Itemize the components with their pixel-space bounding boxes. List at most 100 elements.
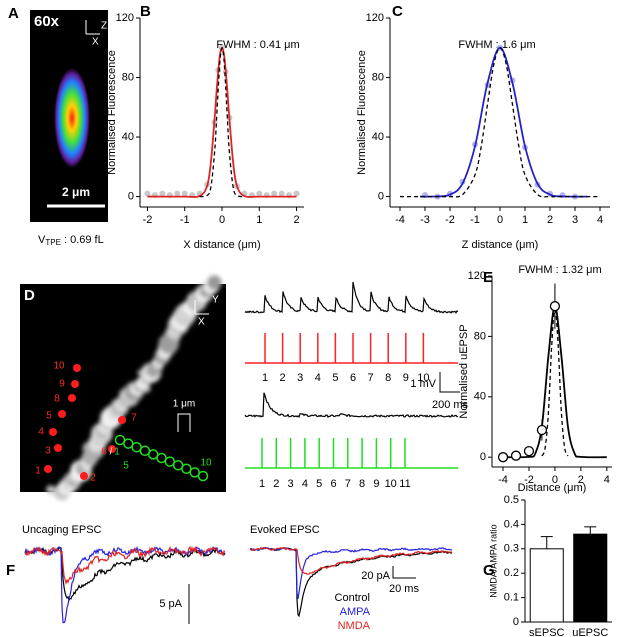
distance-bracket: [177, 413, 191, 432]
pulse-label: 7: [345, 478, 351, 490]
red-site-label: 1: [35, 466, 41, 477]
red-site-label: 8: [54, 394, 60, 405]
x-axis-label: X distance (μm): [183, 239, 260, 251]
annotation: FWHM : 0.41 μm: [216, 39, 299, 51]
epsc-trace: [249, 546, 452, 575]
psf-spot: [54, 68, 90, 168]
x-tick-label: 3: [572, 214, 578, 226]
pulse-label: 11: [399, 478, 410, 490]
data-point: [510, 450, 522, 461]
data-point: [536, 424, 548, 436]
y-tick-label: 40: [122, 131, 134, 143]
data-point: [293, 190, 300, 197]
trace-title: Evoked EPSC: [250, 524, 320, 536]
x-tick-label: 2: [578, 474, 584, 486]
pulse-label: 5: [332, 372, 338, 384]
bar: [573, 533, 608, 623]
pulse-label: 8: [359, 478, 365, 490]
x-tick-label: 0: [552, 474, 558, 486]
trace: [244, 392, 459, 419]
dendrite-blob: [207, 275, 222, 290]
red-site: [68, 394, 76, 402]
y-tick-label: 80: [122, 71, 134, 83]
axis-arrows: [194, 300, 209, 315]
red-site-label: 5: [46, 411, 52, 422]
red-site-label: 3: [45, 446, 51, 457]
data-point: [549, 301, 561, 312]
y-tick-label: 120: [468, 270, 486, 282]
red-site: [71, 380, 79, 388]
axis-arrows: [85, 20, 100, 35]
red-site: [73, 364, 81, 372]
x-tick-label: 4: [604, 474, 610, 486]
volume-value: : 0.69 fL: [61, 234, 104, 246]
green-site-label: 1: [114, 447, 120, 458]
red-site-label: 10: [53, 361, 65, 372]
x-tick-label: -1: [180, 214, 190, 226]
data-point: [523, 445, 535, 457]
spine: [137, 369, 144, 376]
axis-x: X: [198, 317, 205, 328]
pulse-label: 2: [280, 372, 286, 384]
x-axis-label: Distance (μm): [518, 482, 587, 494]
data-point: [181, 190, 188, 197]
pulse-label: 9: [403, 372, 409, 384]
y-tick-label: 0: [513, 616, 519, 628]
trace: [244, 281, 459, 314]
y-tick-label: 80: [474, 330, 486, 342]
panel-label: A: [8, 5, 19, 22]
legend-entry: NMDA: [338, 620, 371, 632]
y-tick-label: 120: [366, 12, 384, 24]
pulse-label: 3: [297, 372, 303, 384]
scale-bar-label: 2 μm: [62, 185, 90, 199]
green-site-label: 10: [200, 458, 212, 469]
scale-bar: [439, 372, 460, 393]
x-tick-label: -2: [524, 474, 534, 486]
y-tick-label: 0.2: [504, 567, 519, 579]
fit-curve: [419, 46, 588, 198]
y-tick-label: 0.5: [504, 494, 519, 506]
x-tick-label: uEPSC: [572, 627, 608, 637]
data-point: [144, 190, 151, 197]
red-site: [54, 444, 62, 452]
legend-entry: Control: [335, 592, 370, 604]
pulse-label: 9: [373, 478, 379, 490]
panel-label: B: [140, 3, 151, 20]
bar: [529, 548, 564, 623]
red-site: [108, 445, 116, 453]
pulse-label: 4: [302, 478, 308, 490]
data-point: [271, 190, 278, 197]
pulse-label: 6: [350, 372, 356, 384]
data-point: [278, 190, 285, 197]
y-tick-label: 0: [480, 451, 486, 463]
red-site: [118, 416, 126, 424]
fit-curve: [199, 47, 245, 198]
pulse-label: 10: [417, 372, 429, 384]
y-tick-label: 120: [116, 12, 134, 24]
x-tick-label: -1: [470, 214, 480, 226]
pulse-label: 4: [315, 372, 321, 384]
y-axis-label: NMDA/AMPA ratio: [488, 524, 498, 597]
x-tick-label: -4: [498, 474, 508, 486]
red-site-label: 6: [101, 447, 107, 458]
separator: /: [110, 447, 113, 458]
pulse-label: 5: [316, 478, 322, 490]
red-site: [80, 472, 88, 480]
scale-label: 20 ms: [389, 583, 419, 595]
epsc-trace: [24, 546, 226, 602]
green-site-label: 5: [123, 461, 129, 472]
x-tick-label: 2: [547, 214, 553, 226]
volume-subscript: TPE: [45, 238, 61, 247]
y-axis-label: Normalised uEPSP: [458, 324, 470, 418]
red-site: [49, 428, 57, 436]
y-tick-label: 0.1: [504, 592, 519, 604]
x-tick-label: -2: [143, 214, 153, 226]
annotation: FWHM : 1.6 μm: [458, 39, 535, 51]
pulse-label: 8: [385, 372, 391, 384]
data-point: [174, 190, 181, 197]
red-site: [44, 465, 52, 473]
scale-label: 20 pA: [361, 570, 390, 582]
scale-label: 1 mV: [410, 378, 436, 390]
